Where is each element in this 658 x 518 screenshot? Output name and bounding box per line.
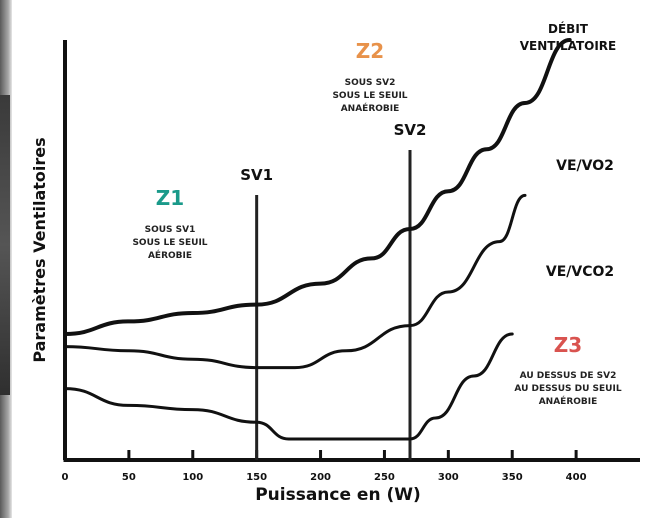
zone-desc-line: ANAÉROBIE: [341, 102, 400, 114]
y-axis-label: Paramètres Ventilatoires: [30, 137, 49, 362]
threshold-label-sv1: SV1: [240, 166, 273, 184]
chart-background: [12, 0, 658, 518]
zone-desc-line: AU DESSUS DE SV2: [520, 371, 617, 381]
x-tick-label: 200: [310, 472, 331, 483]
x-tick-label: 300: [438, 472, 459, 483]
threshold-lines: SV1 SV2: [240, 121, 426, 460]
series-label-2: VE/VO2: [556, 158, 614, 174]
series-label-1-line: VENTILATOIRE: [520, 39, 616, 53]
zone-title-z2: Z2: [356, 39, 384, 63]
x-tick-label: 50: [122, 472, 136, 483]
left-edge-dark-band: [0, 95, 10, 395]
series-line-2: [63, 193, 527, 370]
x-tick-label: 250: [374, 472, 395, 483]
series-label-3: VE/VCO2: [546, 264, 614, 280]
zone-desc-line: SOUS LE SEUIL: [132, 238, 207, 248]
zone-desc-line: SOUS SV2: [345, 78, 396, 88]
series-label-1-line: DÉBIT: [548, 21, 589, 36]
threshold-label-sv2: SV2: [394, 121, 427, 139]
x-tick-label: 150: [246, 472, 267, 483]
zone-desc-line: AU DESSUS DU SEUIL: [514, 384, 621, 394]
series-line-3: [63, 332, 514, 441]
x-tick-label: 350: [502, 472, 523, 483]
x-axis-label: Puissance en (W): [255, 485, 421, 505]
zone-title-z1: Z1: [156, 186, 184, 210]
zone-desc-line: SOUS LE SEUIL: [332, 91, 407, 101]
x-tick-label: 0: [62, 472, 69, 483]
series-line-1: [63, 38, 572, 336]
zone-desc-line: ANAÉROBIE: [539, 395, 598, 407]
series-lines: [63, 38, 572, 441]
x-tick-label: 400: [566, 472, 587, 483]
zone-title-z3: Z3: [554, 333, 582, 357]
zone-desc-line: AÉROBIE: [148, 249, 192, 261]
series-labels: DÉBIT VENTILATOIRE VE/VO2 VE/VCO2: [520, 21, 616, 280]
labels: Puissance en (W) Paramètres Ventilatoire…: [30, 137, 421, 505]
zone-desc-line: SOUS SV1: [145, 225, 196, 235]
x-tick-label: 100: [182, 472, 203, 483]
